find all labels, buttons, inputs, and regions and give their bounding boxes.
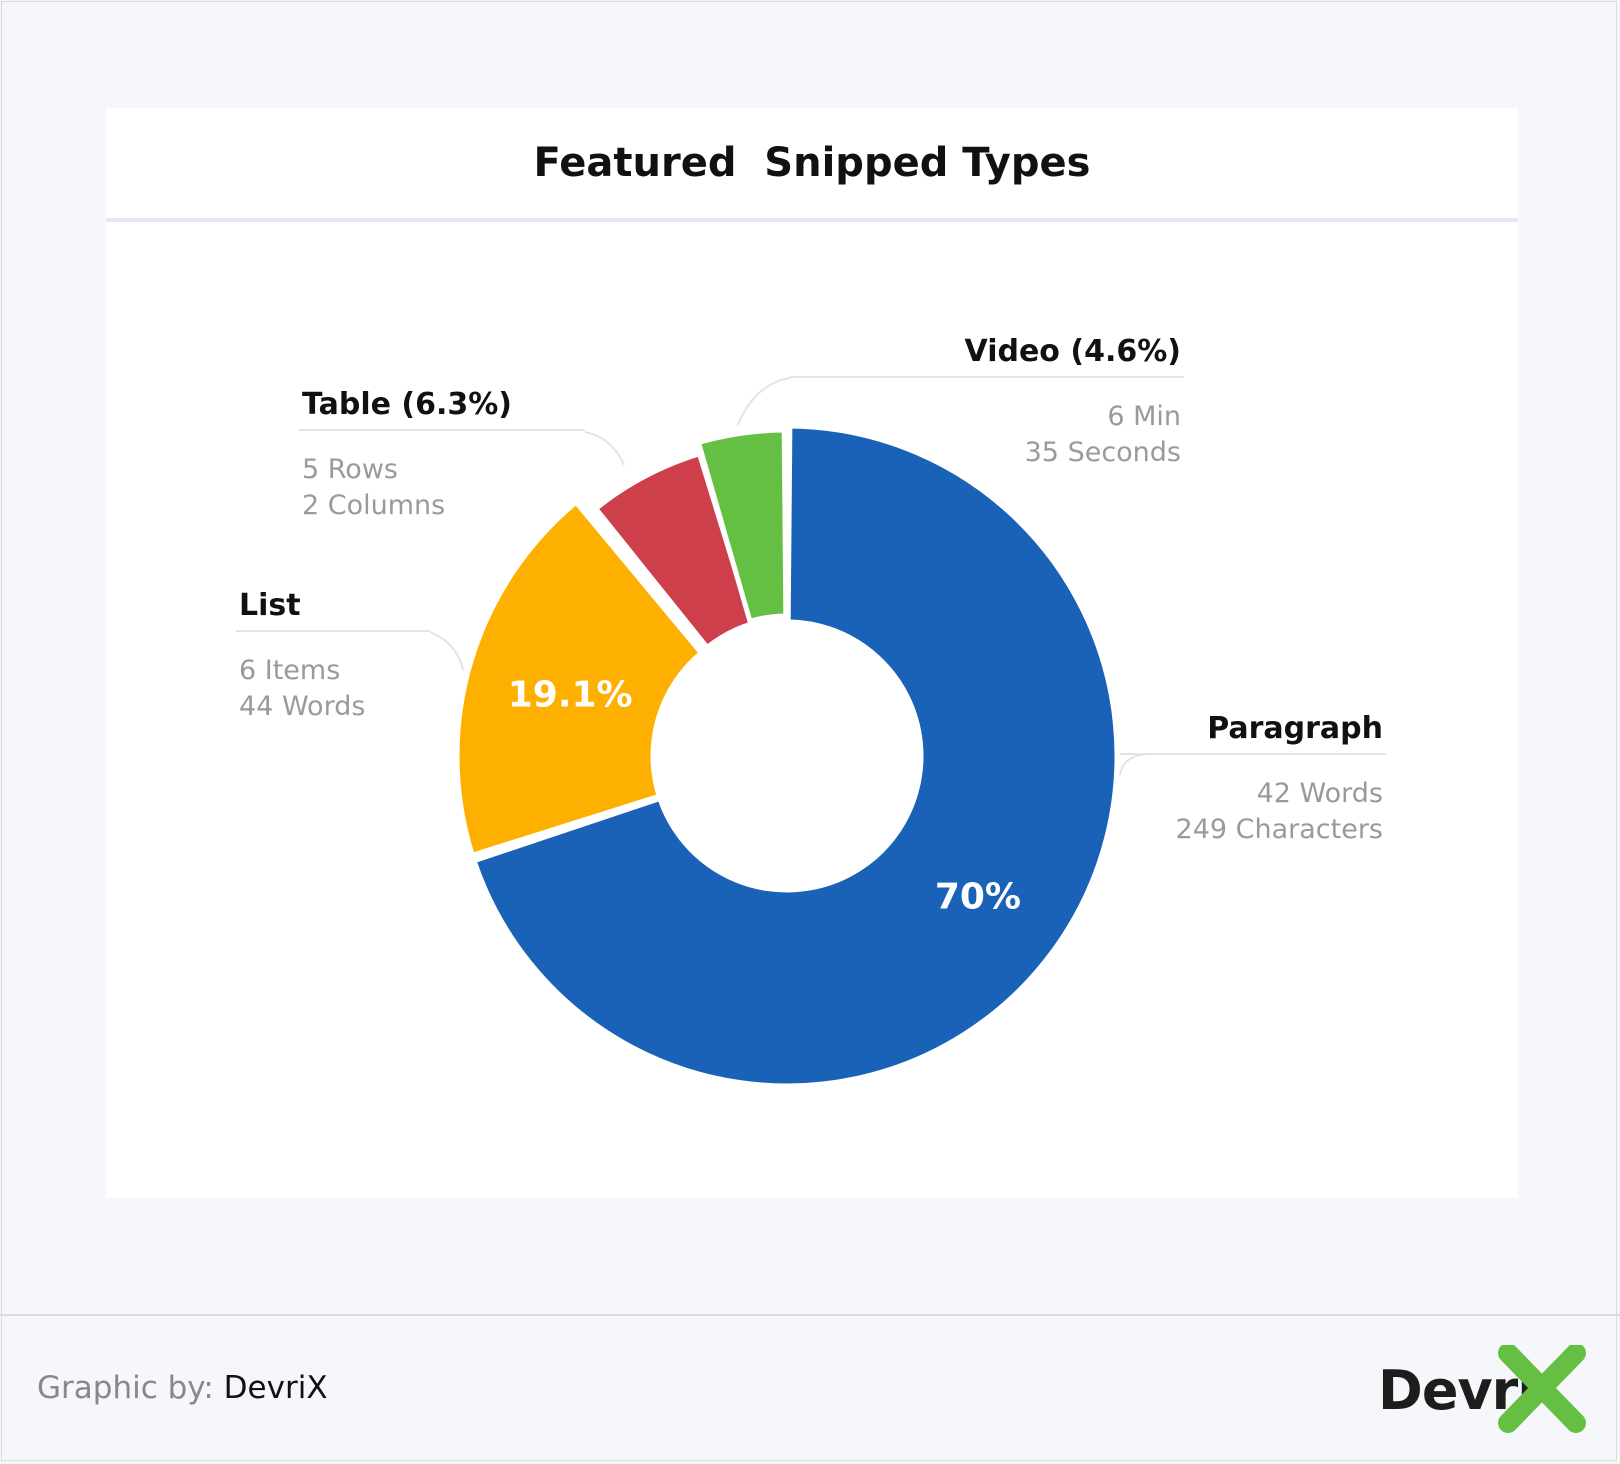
callout-heading: Table (6.3%) xyxy=(302,387,512,422)
callout-list: List 6 Items 44 Words xyxy=(236,588,464,722)
callout-leader xyxy=(1119,753,1151,776)
callout-heading: Video (4.6%) xyxy=(965,334,1181,369)
callout-detail: 5 Rows xyxy=(302,454,398,485)
data-label-paragraph: 70% xyxy=(935,877,1021,918)
devrix-logo: Devri xyxy=(1378,1345,1594,1435)
callout-heading: List xyxy=(239,588,301,623)
callout-leader xyxy=(737,377,791,426)
callout-detail: 2 Columns xyxy=(302,490,445,521)
callout-paragraph: Paragraph 42 Words 249 Characters xyxy=(1119,711,1386,845)
credit-prefix: Graphic by: xyxy=(37,1370,214,1406)
logo-x-icon xyxy=(1498,1345,1586,1433)
callout-table: Table (6.3%) 5 Rows 2 Columns xyxy=(299,387,625,521)
credit-brand: DevriX xyxy=(223,1370,328,1406)
graphic-credit: Graphic by: DevriX xyxy=(37,1370,328,1406)
callout-leader xyxy=(429,631,464,671)
slice-paragraph xyxy=(471,423,1120,1089)
callout-detail: 44 Words xyxy=(239,691,365,722)
callout-heading: Paragraph xyxy=(1207,711,1383,746)
callout-detail: 35 Seconds xyxy=(1025,437,1181,468)
callout-detail: 249 Characters xyxy=(1176,814,1383,845)
slice-list xyxy=(454,499,704,858)
callout-video: Video (4.6%) 6 Min 35 Seconds xyxy=(737,334,1184,468)
chart-title: Featured Snipped Types xyxy=(533,140,1091,186)
donut-chart: 70% 19.1% Paragraph 42 Words 249 Characters L… xyxy=(236,334,1386,1089)
footer-divider xyxy=(0,1314,1620,1316)
callout-detail: 6 Items xyxy=(239,655,340,686)
slice-video xyxy=(695,427,789,624)
title-bar: Featured Snipped Types xyxy=(106,108,1518,222)
callout-leader xyxy=(584,431,625,466)
callout-detail: 6 Min xyxy=(1107,401,1181,432)
callout-detail: 42 Words xyxy=(1257,778,1383,809)
data-label-list: 19.1% xyxy=(508,674,633,715)
